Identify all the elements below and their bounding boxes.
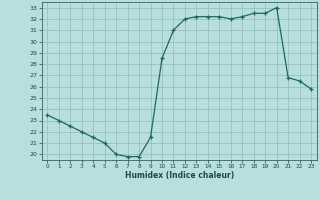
X-axis label: Humidex (Indice chaleur): Humidex (Indice chaleur) <box>124 171 234 180</box>
